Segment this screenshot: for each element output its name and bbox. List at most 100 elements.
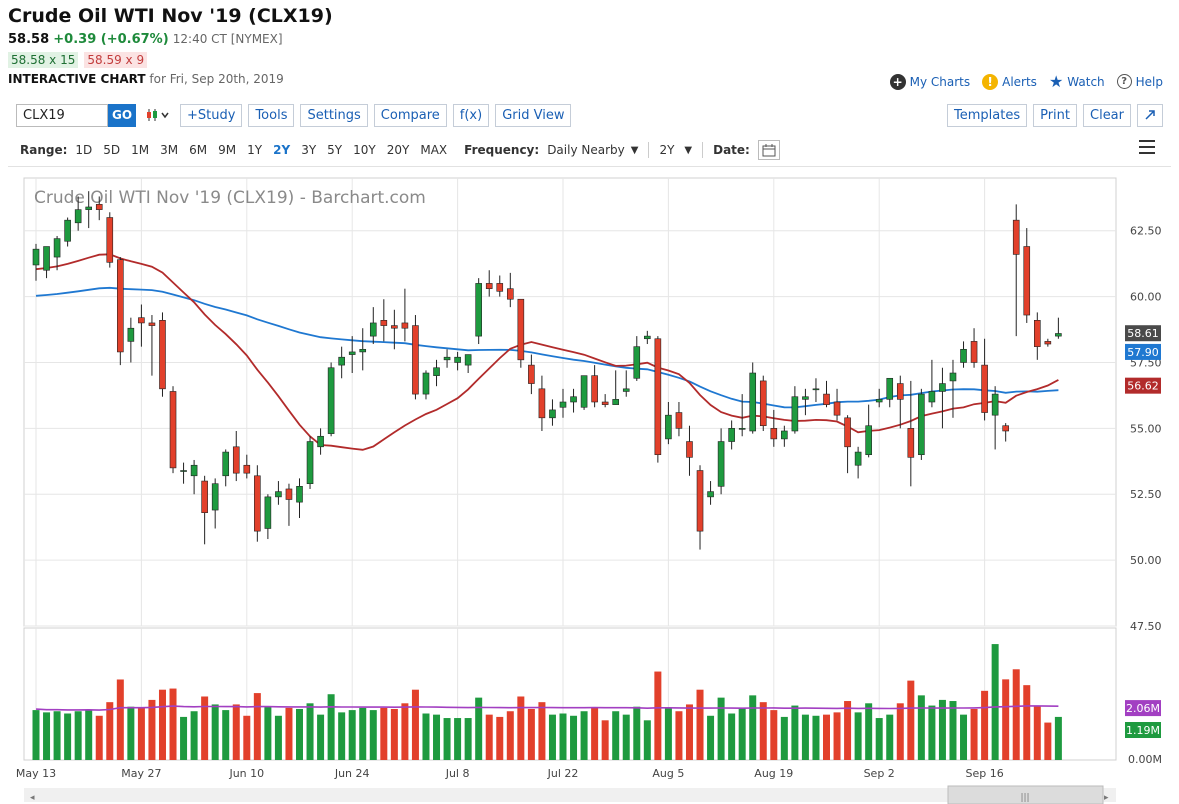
my-charts-link[interactable]: + My Charts xyxy=(889,73,971,90)
range-option-20y[interactable]: 20Y xyxy=(386,143,410,157)
range-option-5d[interactable]: 5D xyxy=(103,143,121,157)
compare-button[interactable]: Compare xyxy=(373,103,447,127)
volume-bar xyxy=(696,689,704,760)
range-option-1d[interactable]: 1D xyxy=(75,143,93,157)
go-button[interactable]: GO xyxy=(108,103,136,127)
candle-up xyxy=(728,428,735,442)
volume-bar xyxy=(1054,716,1062,760)
range-label: Range: xyxy=(20,143,68,157)
scrollbar-track[interactable] xyxy=(24,788,1116,802)
volume-bar xyxy=(865,703,873,760)
range-option-1y[interactable]: 1Y xyxy=(247,143,263,157)
range-option-3m[interactable]: 3M xyxy=(160,143,179,157)
candle-up xyxy=(802,396,809,400)
study-button[interactable]: +Study xyxy=(180,103,243,127)
candle-up xyxy=(928,391,936,403)
calendar-button[interactable] xyxy=(757,140,780,160)
candle-up xyxy=(886,377,894,400)
range-option-10y[interactable]: 10Y xyxy=(353,143,376,157)
volume-bar xyxy=(95,715,103,760)
plus-circle-icon: + xyxy=(889,73,906,90)
candle-up xyxy=(854,451,862,466)
volume-bar xyxy=(738,707,746,760)
templates-button[interactable]: Templates xyxy=(947,103,1028,127)
volume-bar xyxy=(717,697,725,760)
volume-bar xyxy=(422,713,430,760)
candle-down xyxy=(232,446,240,474)
price-tick-label: 50.00 xyxy=(1130,554,1162,567)
volume-bar xyxy=(411,689,419,760)
range-option-2y[interactable]: 2Y xyxy=(273,143,291,157)
candle-up xyxy=(443,356,451,361)
x-tick-label: Jul 8 xyxy=(445,767,470,780)
volume-bar xyxy=(633,706,641,760)
candle-down xyxy=(506,288,514,300)
candle-up xyxy=(633,346,641,379)
chart-watermark: Crude Oil WTI Nov '19 (CLX19) - Barchart… xyxy=(34,188,426,208)
watch-link[interactable]: ★ Watch xyxy=(1049,72,1105,91)
candle-down xyxy=(148,322,156,326)
candle-up xyxy=(612,399,620,405)
fx-button[interactable]: f(x) xyxy=(452,103,490,127)
expand-button[interactable] xyxy=(1137,103,1163,127)
alerts-link[interactable]: ! Alerts xyxy=(982,73,1037,90)
print-button[interactable]: Print xyxy=(1033,103,1077,127)
candle-up xyxy=(211,483,219,511)
page-title: Crude Oil WTI Nov '19 (CLX19) xyxy=(8,5,333,27)
volume-bar xyxy=(253,693,261,760)
candle-up xyxy=(317,435,324,448)
help-link[interactable]: ? Help xyxy=(1116,74,1163,89)
volume-bar xyxy=(506,711,514,760)
grid-view-button[interactable]: Grid View xyxy=(495,103,572,127)
clear-button[interactable]: Clear xyxy=(1083,103,1131,127)
candle-down xyxy=(759,380,767,427)
volume-last-badge xyxy=(1125,722,1161,739)
volume-bar xyxy=(875,718,883,760)
volume-average-line xyxy=(35,705,1059,711)
volume-bar xyxy=(801,714,809,760)
candle-up xyxy=(74,209,82,224)
candle-up xyxy=(32,248,40,266)
candle-up xyxy=(475,283,482,337)
range-option-1m[interactable]: 1M xyxy=(131,143,150,157)
volume-bar xyxy=(180,716,188,760)
candle-up xyxy=(559,401,567,408)
watch-label: Watch xyxy=(1067,74,1105,89)
candle-down xyxy=(254,475,261,532)
period-select[interactable]: 2Y ▼ xyxy=(659,143,692,157)
my-charts-label: My Charts xyxy=(909,74,971,89)
candlestick-type-icon[interactable] xyxy=(142,104,174,127)
volume-bar xyxy=(770,710,778,760)
candle-up xyxy=(717,441,725,487)
candle-down xyxy=(601,401,609,405)
volume-bar xyxy=(169,688,177,760)
candle-down xyxy=(1034,320,1041,347)
range-option-9m[interactable]: 9M xyxy=(218,143,237,157)
range-option-max[interactable]: MAX xyxy=(420,143,448,157)
volume-bar xyxy=(1044,722,1052,760)
settings-button[interactable]: Settings xyxy=(300,103,368,127)
scrollbar-thumb[interactable] xyxy=(947,785,1104,804)
short-ma-badge xyxy=(1125,377,1161,394)
volume-bar xyxy=(274,715,282,760)
range-option-5y[interactable]: 5Y xyxy=(327,143,343,157)
volume-bar xyxy=(981,690,989,760)
range-option-6m[interactable]: 6M xyxy=(189,143,208,157)
range-option-3y[interactable]: 3Y xyxy=(301,143,317,157)
volume-bar xyxy=(854,712,862,760)
volume-bar xyxy=(538,702,546,760)
price-panel xyxy=(23,177,1117,627)
candle-up xyxy=(296,486,303,503)
volume-bar xyxy=(43,712,51,760)
symbol-input[interactable] xyxy=(16,103,108,127)
price-tick-label: 52.50 xyxy=(1130,488,1162,501)
x-tick-label: Jun 10 xyxy=(228,767,264,780)
volume-bar xyxy=(991,644,999,760)
candle-down xyxy=(485,283,493,289)
hamburger-menu-icon[interactable] xyxy=(1139,140,1155,154)
tools-button[interactable]: Tools xyxy=(248,103,295,127)
candle-up xyxy=(222,451,230,477)
frequency-select[interactable]: Daily Nearby ▼ xyxy=(547,143,638,157)
short-moving-average-line xyxy=(35,253,1059,451)
